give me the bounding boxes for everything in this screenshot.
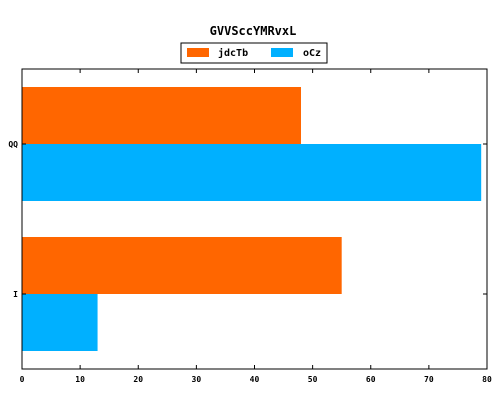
x-tick-label-0: 0: [20, 375, 25, 384]
bar-oCz-I: [22, 294, 98, 351]
y-tick-label-QQ: QQ: [8, 140, 18, 149]
y-tick-label-I: I: [13, 290, 18, 299]
legend-swatch-oCz: [271, 48, 293, 57]
bar-jdcTb-I: [22, 237, 342, 294]
x-tick-label-20: 20: [133, 375, 143, 384]
chart-title: GVVSccYMRvxL: [210, 24, 297, 38]
legend-swatch-jdcTb: [187, 48, 209, 57]
legend: jdcTb oCz: [181, 43, 327, 63]
x-tick-label-80: 80: [482, 375, 492, 384]
x-tick-label-60: 60: [366, 375, 376, 384]
x-tick-label-40: 40: [250, 375, 260, 384]
x-tick-label-30: 30: [192, 375, 202, 384]
legend-label-oCz: oCz: [303, 48, 321, 59]
x-tick-label-50: 50: [308, 375, 318, 384]
x-tick-label-70: 70: [424, 375, 434, 384]
plot-area: QQ I 0 10 20 30 40 50 60 70 80: [8, 69, 492, 384]
bar-jdcTb-QQ: [22, 87, 301, 144]
x-tick-label-10: 10: [75, 375, 85, 384]
bar-oCz-QQ: [22, 144, 481, 201]
legend-label-jdcTb: jdcTb: [218, 47, 248, 59]
